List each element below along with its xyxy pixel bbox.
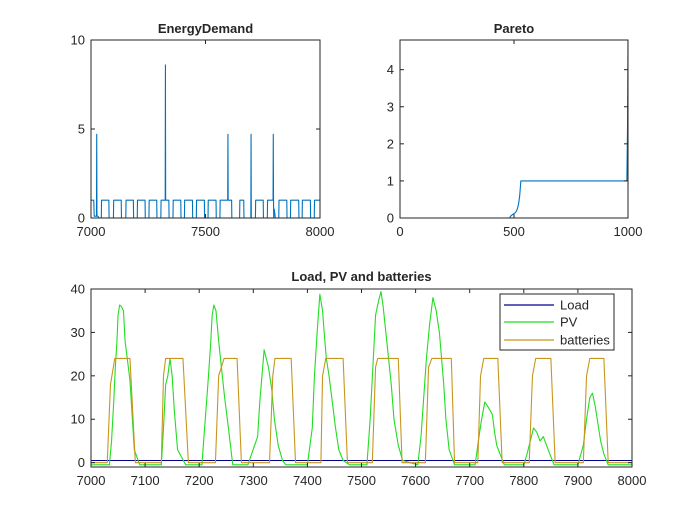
- plot-lines: [400, 40, 628, 218]
- chart-title: EnergyDemand: [158, 21, 253, 36]
- legend: Load PV batteries: [499, 293, 615, 351]
- plot-lines: [91, 64, 320, 218]
- y-tick-label: 2: [387, 136, 394, 151]
- y-tick-label: 0: [78, 455, 85, 470]
- x-tick-label: 7300: [239, 473, 268, 488]
- x-tick-label: 7000: [77, 473, 106, 488]
- x-tick-label: 500: [503, 224, 525, 239]
- x-tick-label: 8000: [618, 473, 647, 488]
- x-tick-label: 8000: [306, 224, 335, 239]
- series-line-1: [91, 64, 320, 218]
- y-tick-label: 10: [71, 33, 85, 48]
- axis-ticks: 7000 7500 8000 0 5 10: [71, 33, 335, 240]
- legend-label-load: Load: [560, 298, 589, 313]
- y-tick-label: 5: [78, 122, 85, 137]
- x-tick-label: 7500: [191, 224, 220, 239]
- y-tick-label: 0: [387, 211, 394, 226]
- series-line-1: [400, 40, 628, 218]
- x-tick-label: 7700: [455, 473, 484, 488]
- axis-ticks: 7000 7100 7200 7300 7400 7500 7600 7700 7800 7900…: [71, 282, 647, 489]
- y-tick-label: 1: [387, 173, 394, 188]
- y-tick-label: 4: [387, 62, 394, 77]
- axes-pareto: 0 500 1000 0 1 2 3 4 Pareto: [387, 21, 643, 239]
- x-tick-label: 0: [396, 224, 403, 239]
- chart-title: Load, PV and batteries: [291, 269, 431, 284]
- x-tick-label: 1000: [614, 224, 643, 239]
- x-tick-label: 7600: [401, 473, 430, 488]
- x-tick-label: 7200: [185, 473, 214, 488]
- axes-background: [91, 40, 320, 218]
- axes-energy-demand: 7000 7500 8000 0 5 10 EnergyDemand: [71, 21, 335, 239]
- legend-label-batteries: batteries: [560, 333, 610, 348]
- y-tick-label: 0: [78, 211, 85, 226]
- axes-load-pv-batteries: 7000 7100 7200 7300 7400 7500 7600 7700 7800 7900…: [71, 269, 647, 488]
- x-tick-label: 7400: [293, 473, 322, 488]
- y-tick-label: 3: [387, 99, 394, 114]
- y-tick-label: 30: [71, 325, 85, 340]
- chart-title: Pareto: [494, 21, 535, 36]
- x-tick-label: 7000: [77, 224, 106, 239]
- x-tick-label: 7900: [563, 473, 592, 488]
- axes-background: [400, 40, 628, 218]
- series-line-batteries: [91, 357, 632, 464]
- legend-label-pv: PV: [560, 315, 578, 330]
- axis-ticks: 0 500 1000 0 1 2 3 4: [387, 40, 643, 239]
- x-tick-label: 7800: [509, 473, 538, 488]
- y-tick-label: 20: [71, 368, 85, 383]
- x-tick-label: 7100: [131, 473, 160, 488]
- y-tick-label: 10: [71, 412, 85, 427]
- y-tick-label: 40: [71, 282, 85, 297]
- x-tick-label: 7500: [347, 473, 376, 488]
